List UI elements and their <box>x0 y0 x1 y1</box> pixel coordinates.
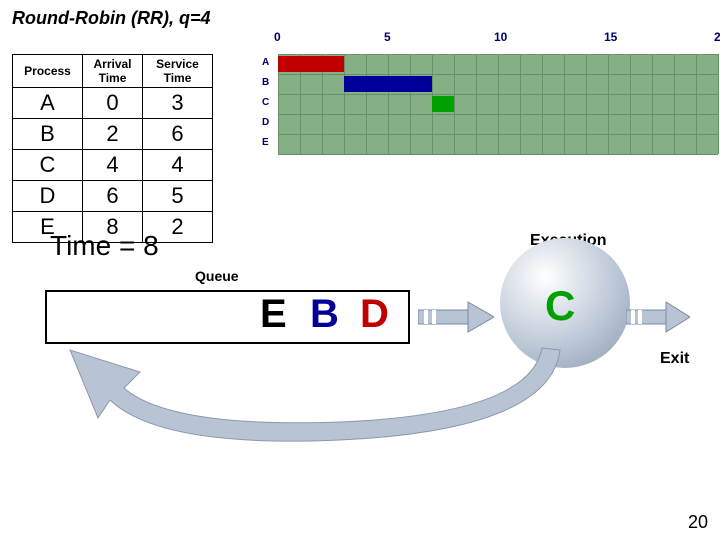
page-number: 20 <box>688 512 708 533</box>
gantt-gridline-h <box>278 94 718 95</box>
gantt-axis-tick: 15 <box>604 30 617 44</box>
gantt-gridline-v <box>718 54 719 154</box>
col-arrival: Arrival Time <box>83 55 143 88</box>
table-cell: 3 <box>143 88 213 119</box>
process-table: Process Arrival Time Service Time A03B26… <box>12 54 213 243</box>
gantt-gridline-v <box>476 54 477 154</box>
gantt-gridline-v <box>454 54 455 154</box>
gantt-gridline-v <box>388 54 389 154</box>
queue-item: B <box>310 292 339 337</box>
gantt-gridline-v <box>586 54 587 154</box>
executing-process: C <box>545 282 575 330</box>
table-cell: A <box>13 88 83 119</box>
table-cell: 0 <box>83 88 143 119</box>
gantt-chart: 0 5 10 15 20 ABCDE <box>260 30 720 180</box>
gantt-bar <box>344 76 432 92</box>
table-row: B26 <box>13 119 213 150</box>
table-cell: 5 <box>143 181 213 212</box>
gantt-gridline-v <box>498 54 499 154</box>
table-row: D65 <box>13 181 213 212</box>
gantt-gridline-h <box>278 154 718 155</box>
gantt-gridline-v <box>630 54 631 154</box>
gantt-row-label: C <box>262 97 269 108</box>
gantt-gridline-h <box>278 74 718 75</box>
gantt-row-label: E <box>262 137 269 148</box>
gantt-gridline-v <box>542 54 543 154</box>
gantt-row-label: B <box>262 77 269 88</box>
table-row: A03 <box>13 88 213 119</box>
gantt-gridline-h <box>278 114 718 115</box>
gantt-gridline-v <box>652 54 653 154</box>
arrow-to-execution <box>418 300 494 334</box>
time-display: Time = 8 <box>50 230 159 262</box>
col-process: Process <box>13 55 83 88</box>
table-cell: B <box>13 119 83 150</box>
gantt-gridline-v <box>410 54 411 154</box>
queue-item: E <box>260 292 287 337</box>
gantt-gridline-v <box>696 54 697 154</box>
table-cell: 6 <box>83 181 143 212</box>
table-cell: 2 <box>83 119 143 150</box>
queue-item: D <box>360 292 389 337</box>
table-cell: D <box>13 181 83 212</box>
gantt-gridline-v <box>564 54 565 154</box>
table-cell: C <box>13 150 83 181</box>
gantt-bar <box>432 96 454 112</box>
gantt-axis-tick: 5 <box>384 30 391 44</box>
table-header-row: Process Arrival Time Service Time <box>13 55 213 88</box>
gantt-gridline-v <box>674 54 675 154</box>
gantt-axis-tick: 0 <box>274 30 281 44</box>
table-row: C44 <box>13 150 213 181</box>
gantt-axis-tick: 10 <box>494 30 507 44</box>
gantt-gridline-v <box>520 54 521 154</box>
gantt-gridline-h <box>278 134 718 135</box>
gantt-gridline-h <box>278 54 718 55</box>
gantt-gridline-v <box>608 54 609 154</box>
gantt-gridline-v <box>344 54 345 154</box>
queue-box <box>45 290 410 344</box>
gantt-row-label: D <box>262 117 269 128</box>
queue-label: Queue <box>195 268 239 284</box>
table-cell: 4 <box>83 150 143 181</box>
arrow-to-exit <box>626 300 690 334</box>
gantt-row-label: A <box>262 57 269 68</box>
exit-label: Exit <box>660 350 689 368</box>
col-service: Service Time <box>143 55 213 88</box>
table-cell: 4 <box>143 150 213 181</box>
slide-title: Round-Robin (RR), q=4 <box>12 8 210 29</box>
gantt-bar <box>278 56 344 72</box>
feedback-arrow <box>40 340 600 470</box>
table-cell: 6 <box>143 119 213 150</box>
gantt-axis-tick: 20 <box>714 30 720 44</box>
gantt-gridline-v <box>366 54 367 154</box>
